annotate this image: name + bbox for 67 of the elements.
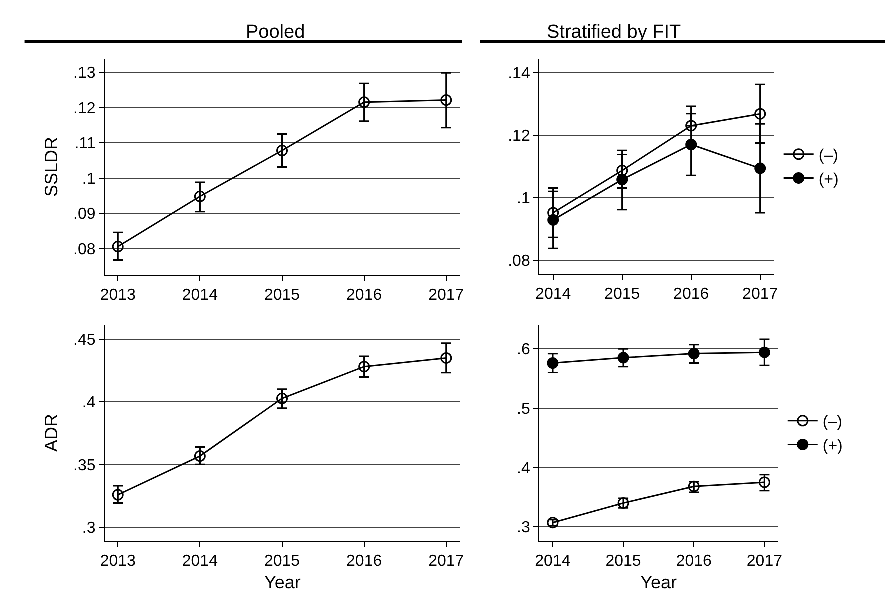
y-axis-title: ADR <box>42 414 62 452</box>
point <box>616 174 628 186</box>
point <box>112 489 124 501</box>
y-tick-label: .1 <box>517 190 530 208</box>
x-tick-label: 2016 <box>674 286 710 304</box>
point <box>440 352 452 364</box>
chart-title: Stratified by FIT <box>547 22 682 43</box>
point <box>547 358 559 370</box>
y-tick-label: .08 <box>74 241 96 258</box>
point <box>688 348 700 360</box>
point <box>194 450 206 462</box>
x-tick-label: 2013 <box>100 553 136 570</box>
x-tick-label: 2014 <box>182 287 218 304</box>
point <box>754 162 766 174</box>
point <box>548 214 560 226</box>
point <box>358 96 370 108</box>
x-tick-label: 2017 <box>742 286 778 304</box>
x-tick-label: 2017 <box>428 287 464 304</box>
x-tick-label: 2016 <box>676 553 712 570</box>
x-axis-title: Year <box>640 572 678 592</box>
point <box>618 352 630 364</box>
chart-title: Pooled <box>246 22 306 43</box>
x-tick-label: 2014 <box>536 286 572 304</box>
point <box>616 164 628 176</box>
x-axis-title: Year <box>264 572 301 592</box>
y-tick-label: .12 <box>508 128 530 145</box>
y-tick-label: .14 <box>508 65 530 82</box>
y-tick-label: .13 <box>74 65 96 82</box>
x-tick-label: 2017 <box>746 553 783 570</box>
x-tick-label: 2015 <box>604 286 640 304</box>
point <box>194 190 206 202</box>
y-tick-label: .11 <box>74 136 96 153</box>
x-tick-label: 2016 <box>346 287 382 304</box>
x-tick-label: 2015 <box>264 553 300 570</box>
point <box>276 392 288 404</box>
x-tick-label: 2014 <box>182 553 218 570</box>
point <box>686 139 698 150</box>
y-axis-title: SSLDR <box>42 136 62 198</box>
point <box>758 346 770 358</box>
y-tick-label: .4 <box>82 394 96 412</box>
x-tick-label: 2016 <box>346 553 382 570</box>
point <box>440 94 452 106</box>
x-tick-label: 2015 <box>264 287 300 304</box>
point <box>276 145 288 157</box>
y-tick-label: .4 <box>517 460 530 478</box>
y-tick-label: .35 <box>74 457 96 474</box>
y-tick-label: .1 <box>82 170 96 188</box>
y-tick-label: .5 <box>517 400 530 418</box>
x-tick-label: 2014 <box>535 553 571 570</box>
point <box>754 108 766 120</box>
legend-label: (+) <box>818 171 839 188</box>
legend-label: (–) <box>822 414 842 432</box>
point <box>112 241 124 253</box>
legend-label: (+) <box>822 438 843 455</box>
y-tick-label: .08 <box>508 253 530 270</box>
y-tick-label: .3 <box>82 520 96 537</box>
y-tick-label: .12 <box>74 100 96 118</box>
y-tick-label: .09 <box>74 206 96 224</box>
legend-label: (–) <box>818 148 838 165</box>
y-tick-label: .45 <box>74 332 96 350</box>
point <box>358 361 370 373</box>
y-tick-label: .3 <box>517 520 530 537</box>
x-tick-label: 2017 <box>428 553 464 570</box>
x-tick-label: 2015 <box>606 553 642 570</box>
y-tick-label: .6 <box>517 342 530 359</box>
point <box>686 120 698 132</box>
x-tick-label: 2013 <box>100 287 136 304</box>
